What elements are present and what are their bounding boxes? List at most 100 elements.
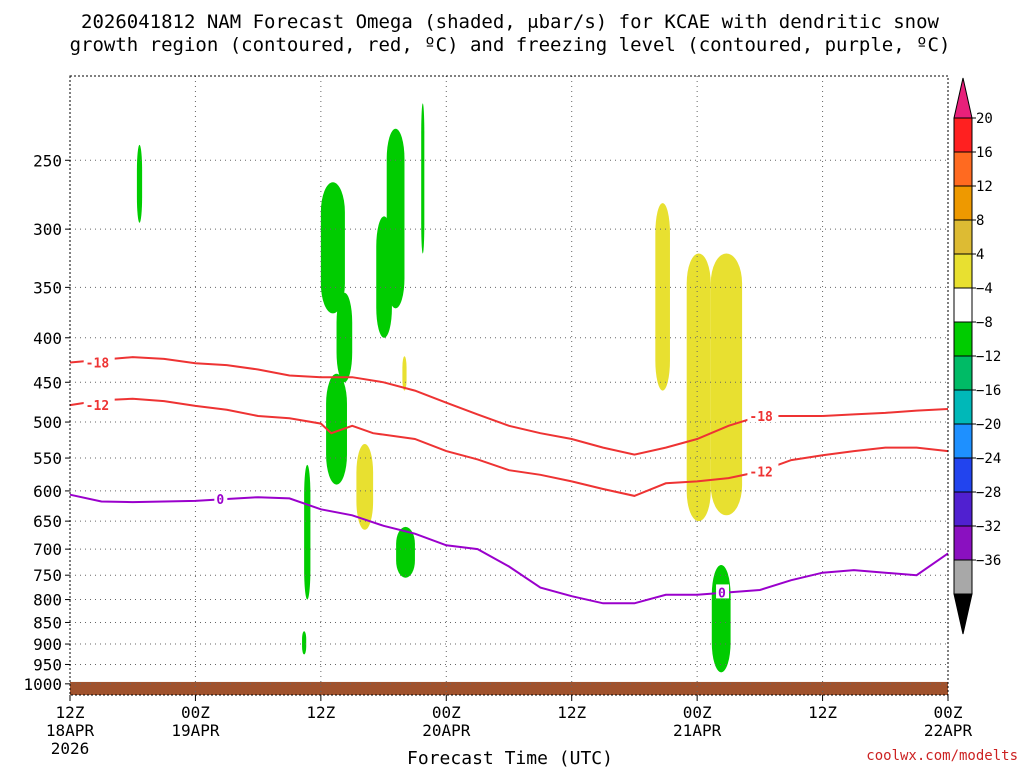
y-tick-label: 300 [33,220,62,239]
y-tick-label: 800 [33,591,62,610]
contour-label-bg [83,354,115,369]
colorbar-swatch [953,321,973,357]
omega-shade-15 [402,356,407,391]
omega-shade-8 [396,526,415,578]
y-tick-label: 700 [33,540,62,559]
x-tick-label: 00Z [432,703,461,722]
colorbar-swatch [953,457,973,493]
colorbar-label: 4 [976,247,984,263]
contour-label-bg [747,463,779,478]
contour-label--12: -12 [86,399,109,414]
colorbar-label: 8 [976,213,984,229]
y-tick-label: 350 [33,278,62,297]
x-tick-label: 19APR [171,721,220,740]
colorbar: 20 16 12 8 4 −4 −8 −12 −16 −20 −24 −28 −32 −36 [953,77,1001,635]
y-tick-label: 250 [33,151,62,170]
x-tick-label: 12Z [306,703,335,722]
colorbar-bottom-arrow [953,593,973,635]
omega-shade-10 [711,564,731,673]
contour-label--18: -18 [749,410,773,425]
colorbar-label: −4 [976,281,993,297]
omega-shade-5 [386,128,405,309]
contour-label-bg [747,407,779,422]
y-tick-label: 550 [33,449,62,468]
colorbar-swatch [953,185,973,221]
x-tick-label: 21APR [673,721,722,740]
y-tick-label: 850 [33,613,62,632]
x-tick-label: 00Z [181,703,210,722]
plot-area: -18 -18 -12 -12 0 0 [69,75,949,696]
contour-label--12: -12 [749,466,772,481]
colorbar-swatch [953,151,973,187]
y-tick-label: 600 [33,482,62,501]
y-tick-label: 400 [33,329,62,348]
omega-shade-6 [421,103,425,254]
x-tick-label: 00Z [683,703,712,722]
colorbar-swatch [953,423,973,459]
contour-label-bg [716,584,730,599]
colorbar-swatch [953,355,973,391]
contour-label-0: 0 [718,586,726,601]
chart-title-line2: growth region (contoured, red, ºC) and f… [70,34,951,56]
chart-title: 2026041812 NAM Forecast Omega (shaded, μ… [81,11,939,33]
omega-shade-3 [326,373,347,485]
omega-shade-2 [336,292,353,383]
colorbar-label: −24 [976,451,1001,467]
colorbar-swatch [953,287,973,323]
colorbar-label: −36 [976,553,1001,569]
x-tick-label: 12Z [557,703,586,722]
omega-shade-9 [302,631,307,655]
contour-line--12 [69,397,949,497]
colorbar-label: 20 [976,111,993,127]
colorbar-label: −28 [976,485,1001,501]
colorbar-top-arrow [953,77,973,119]
x-tick-label: 12Z [56,703,85,722]
omega-shade-1 [320,182,345,314]
colorbar-label: −16 [976,383,1001,399]
contour-line-0 [69,493,949,605]
colorbar-label: −12 [976,349,1001,365]
omega-shade-11 [655,203,670,391]
terrain-fill [70,681,948,695]
x-tick-label: 20APR [422,721,471,740]
y-axis: 250 300 350 400 450 500 550 600 650 700 750 800 850 9… [23,151,70,694]
contour-label-0: 0 [216,493,224,508]
omega-shade-13 [710,253,743,516]
colorbar-swatch [953,117,973,153]
colorbar-swatch [953,389,973,425]
x-tick-label: 22APR [924,721,973,740]
colorbar-label: −8 [976,315,993,331]
x-tick-label: 2026 [51,739,90,758]
colorbar-swatch [953,525,973,561]
colorbar-label: −32 [976,519,1001,535]
credit-text[interactable]: coolwx.com/modelts [866,748,1018,764]
colorbar-label: −20 [976,417,1001,433]
contour-label-bg [83,397,115,412]
colorbar-label: 12 [976,179,993,195]
colorbar-label: 16 [976,145,993,161]
x-axis-label: Forecast Time (UTC) [407,748,613,768]
colorbar-swatch [953,491,973,527]
x-tick-label: 00Z [934,703,963,722]
y-tick-label: 1000 [23,675,62,694]
omega-shade-14 [356,444,374,530]
y-tick-label: 950 [33,655,62,674]
y-tick-label: 450 [33,373,62,392]
y-tick-label: 900 [33,635,62,654]
y-tick-label: 650 [33,512,62,531]
plot-frame [69,75,949,696]
x-tick-label: 12Z [808,703,837,722]
colorbar-swatch [953,253,973,289]
contour-label-bg [214,491,228,506]
omega-shade-7 [304,464,311,600]
x-tick-label: 18APR [46,721,95,740]
omega-shade-0 [136,144,143,223]
colorbar-swatch [953,219,973,255]
y-tick-label: 750 [33,566,62,585]
colorbar-swatch [953,559,973,595]
contour-line--18 [69,356,949,456]
contour-label--18: -18 [86,356,110,371]
y-tick-label: 500 [33,413,62,432]
